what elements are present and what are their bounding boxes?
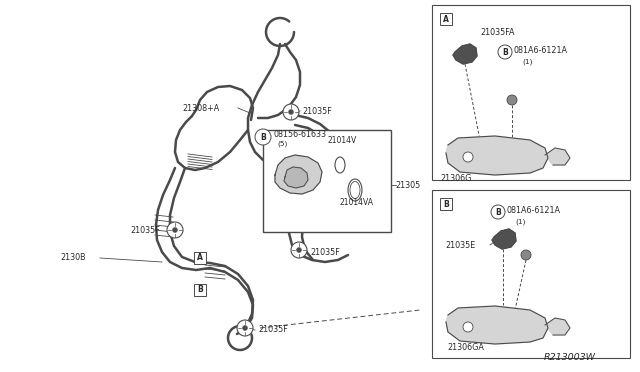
Text: A: A — [443, 15, 449, 23]
Text: 21035F: 21035F — [258, 326, 288, 334]
Text: 2130B: 2130B — [60, 253, 86, 263]
Text: (5): (5) — [277, 141, 287, 147]
FancyBboxPatch shape — [194, 252, 206, 264]
Circle shape — [463, 152, 473, 162]
Polygon shape — [545, 148, 570, 165]
Text: 21035F: 21035F — [130, 225, 160, 234]
Circle shape — [255, 129, 271, 145]
Text: 21035F: 21035F — [310, 247, 340, 257]
Text: B: B — [260, 132, 266, 141]
Polygon shape — [492, 229, 516, 249]
Text: 21035E: 21035E — [445, 241, 476, 250]
Polygon shape — [446, 136, 548, 175]
Circle shape — [173, 228, 177, 232]
FancyBboxPatch shape — [263, 130, 391, 232]
Text: A: A — [197, 253, 203, 263]
Polygon shape — [545, 318, 570, 335]
Circle shape — [463, 322, 473, 332]
FancyBboxPatch shape — [432, 190, 630, 358]
Text: 21014V: 21014V — [328, 135, 357, 144]
Text: B: B — [197, 285, 203, 295]
Text: (1): (1) — [522, 59, 532, 65]
Circle shape — [167, 222, 183, 238]
FancyBboxPatch shape — [440, 13, 452, 25]
Text: B: B — [502, 48, 508, 57]
Text: R213003W: R213003W — [544, 353, 596, 362]
Text: 21306GA: 21306GA — [447, 343, 484, 353]
Text: 08156-61633: 08156-61633 — [274, 129, 327, 138]
Text: 081A6-6121A: 081A6-6121A — [507, 205, 561, 215]
Text: 21306G: 21306G — [440, 173, 472, 183]
Text: B: B — [495, 208, 501, 217]
Polygon shape — [446, 306, 548, 344]
Circle shape — [243, 326, 248, 330]
Circle shape — [237, 320, 253, 336]
Text: 21305: 21305 — [395, 180, 420, 189]
Text: 21014VA: 21014VA — [340, 198, 374, 206]
Text: 21035F: 21035F — [302, 106, 332, 115]
Circle shape — [507, 95, 517, 105]
Circle shape — [289, 109, 294, 115]
Text: (1): (1) — [515, 219, 525, 225]
Text: 081A6-6121A: 081A6-6121A — [514, 45, 568, 55]
Text: B: B — [443, 199, 449, 208]
Polygon shape — [453, 44, 477, 64]
Polygon shape — [284, 167, 308, 188]
Circle shape — [491, 205, 505, 219]
FancyBboxPatch shape — [194, 284, 206, 296]
Text: 21308+A: 21308+A — [182, 103, 220, 112]
Circle shape — [283, 104, 299, 120]
Circle shape — [291, 242, 307, 258]
FancyBboxPatch shape — [440, 198, 452, 210]
Circle shape — [521, 250, 531, 260]
Circle shape — [296, 247, 301, 253]
Text: 21035FA: 21035FA — [480, 28, 515, 36]
Circle shape — [498, 45, 512, 59]
Polygon shape — [275, 155, 322, 194]
FancyBboxPatch shape — [432, 5, 630, 180]
